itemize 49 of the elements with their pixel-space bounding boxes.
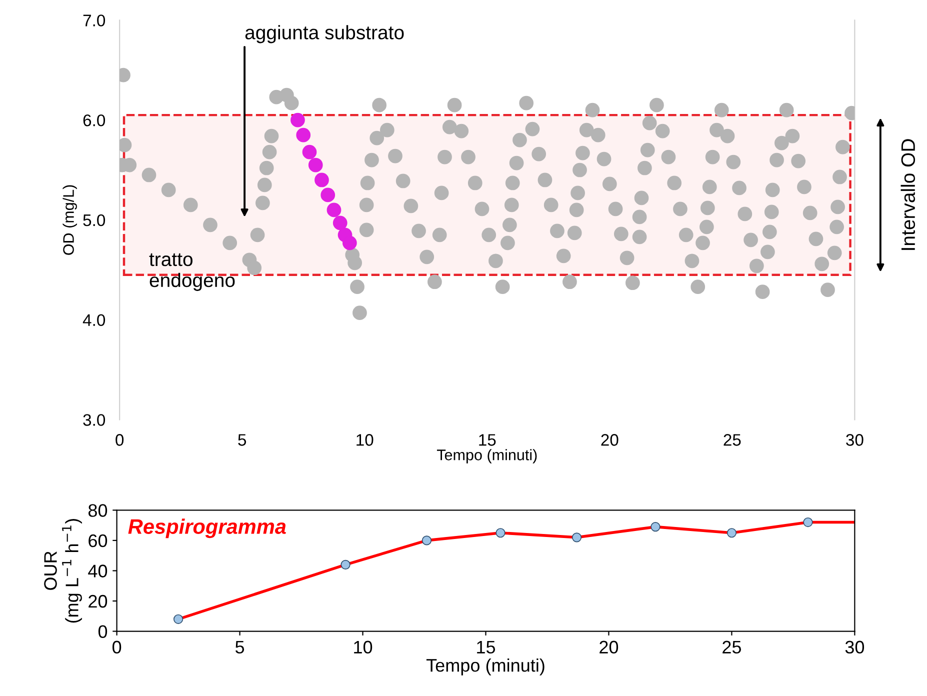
x-tick-label: 5 [238, 434, 246, 446]
point [422, 536, 432, 546]
x-tick-label: 15 [479, 434, 496, 446]
point [726, 528, 737, 538]
point [340, 560, 350, 570]
point [173, 614, 184, 624]
y-axis-title: OUR (mg L$^{−1}$ h$^{−1}$) [44, 519, 82, 623]
y-tick-label: 40 [88, 564, 108, 578]
band-label: Intervallo OD [900, 139, 916, 250]
x-tick-label: 0 [116, 434, 124, 446]
x-tick-label: 20 [600, 640, 618, 654]
x-tick-label: 0 [112, 640, 122, 654]
x-tick-label: 10 [354, 640, 372, 654]
annotation: tratto endogeno [149, 253, 235, 291]
y-tick-label: 80 [88, 504, 108, 517]
point [332, 216, 348, 230]
y-tick-label: 7.0 [83, 14, 106, 26]
chart-title: Respirogramma [128, 518, 286, 538]
point [314, 172, 329, 188]
point [650, 522, 660, 532]
y-tick-label: 6.0 [83, 114, 106, 126]
x-tick-label: 30 [845, 640, 864, 654]
point [342, 236, 357, 250]
point [308, 158, 323, 172]
point [326, 202, 342, 218]
x-axis-title: Tempo (minuti) [426, 658, 544, 676]
x-tick-label: 30 [846, 434, 864, 446]
x-tick-label: 25 [722, 640, 741, 654]
x-axis-title: Tempo (minuti) [436, 449, 537, 464]
point [803, 517, 813, 528]
y-tick-label: 3.0 [83, 414, 106, 426]
x-tick-label: 25 [724, 434, 741, 446]
x-tick-label: 20 [601, 434, 618, 446]
x-tick-label: 5 [235, 640, 244, 654]
annotation: aggiunta substrato [245, 25, 404, 44]
y-tick-label: 60 [88, 534, 108, 548]
point [290, 112, 305, 128]
y-tick-label: 5.0 [83, 214, 106, 226]
point [320, 188, 336, 202]
point [296, 128, 311, 142]
point [496, 528, 506, 538]
y-tick-label: 4.0 [82, 314, 106, 326]
y-tick-label: 20 [88, 594, 108, 608]
x-tick-label: 10 [356, 434, 374, 446]
point [302, 144, 317, 160]
x-tick-label: 15 [477, 640, 496, 654]
y-axis-title: OD (mg/L) [62, 185, 77, 255]
point [572, 532, 582, 542]
y-tick-label: 0 [98, 625, 108, 638]
